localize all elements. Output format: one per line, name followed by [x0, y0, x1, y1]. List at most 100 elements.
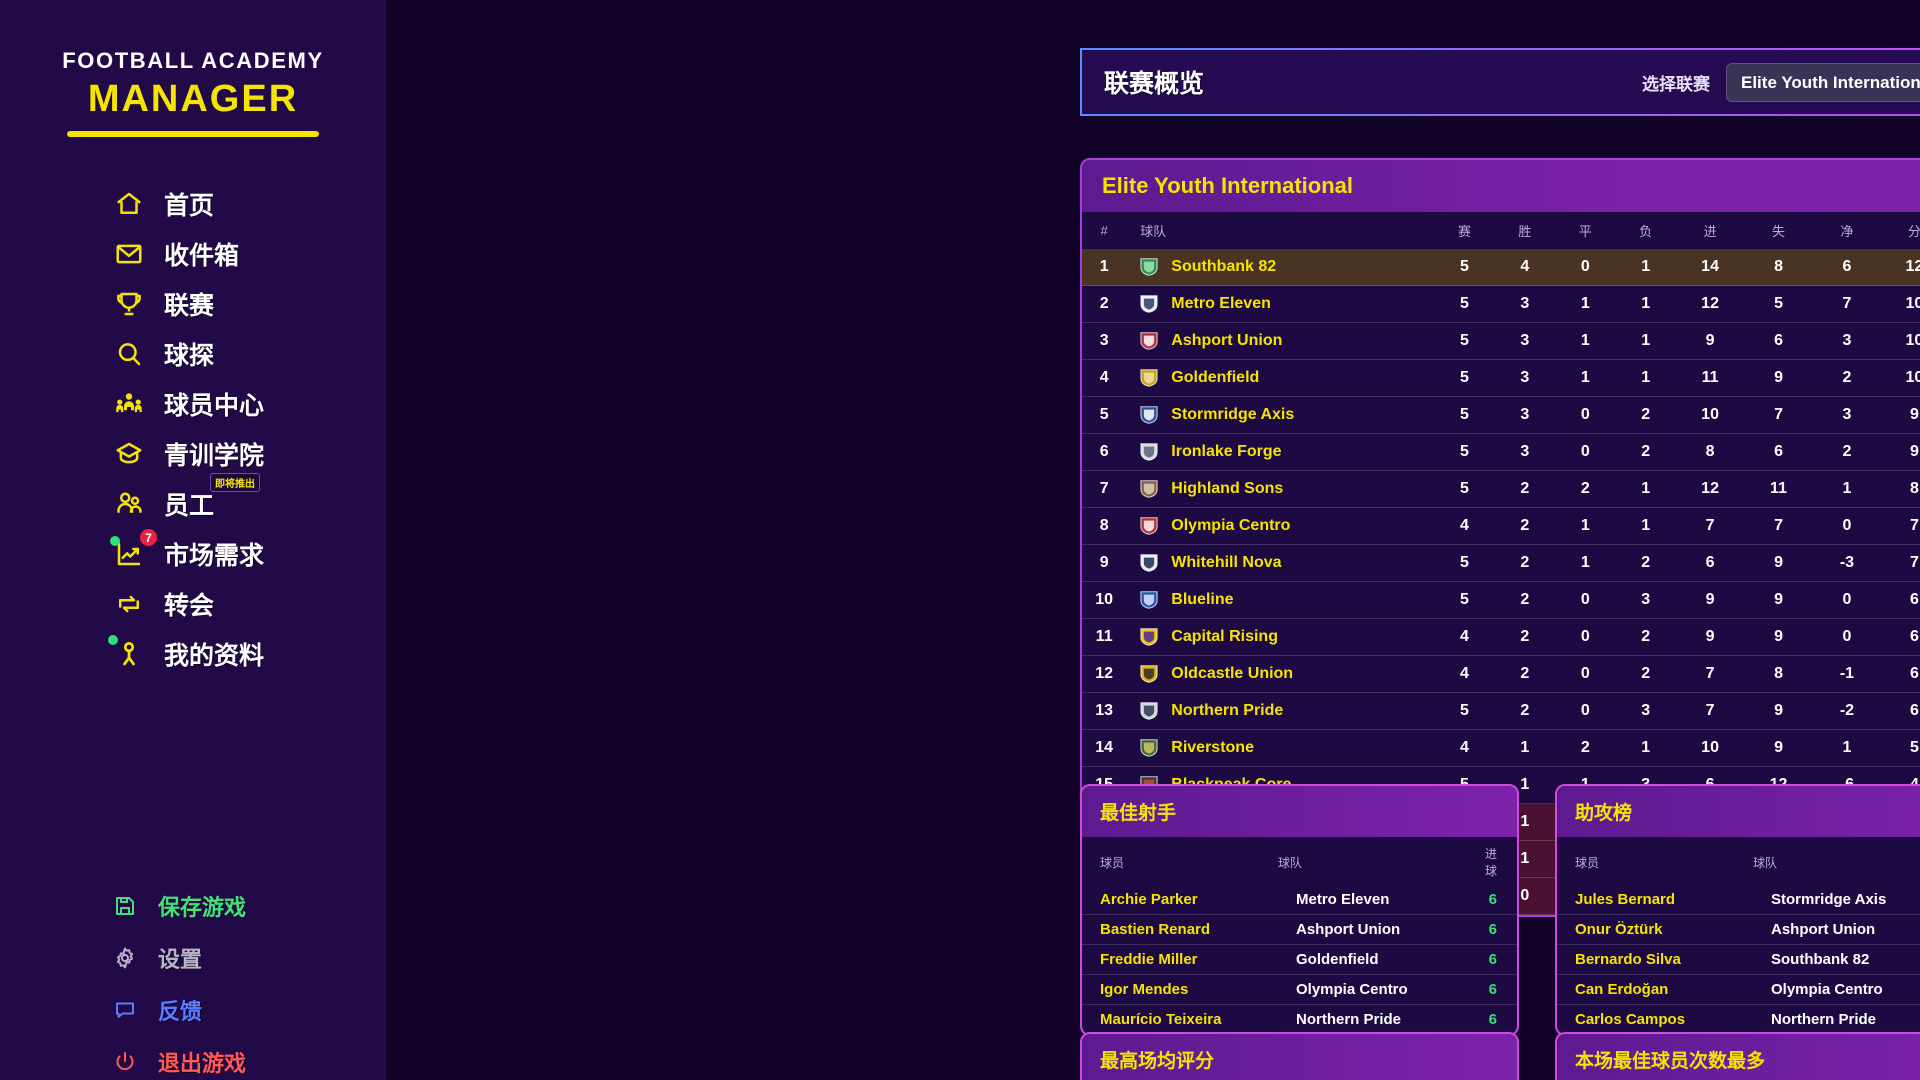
cell-team[interactable]: Ashport Union: [1126, 322, 1435, 360]
cell-team[interactable]: Ironlake Forge: [1126, 433, 1435, 471]
league-select[interactable]: Elite Youth International: [1726, 62, 1920, 102]
cell-drawn: 0: [1555, 249, 1616, 286]
col-gd: 净: [1812, 212, 1882, 249]
table-row[interactable]: 9 Whitehill Nova 5 2 1 2 6 9 -3 7: [1082, 544, 1920, 582]
cell-goal-diff: 1: [1812, 470, 1882, 508]
table-row[interactable]: Maurício Teixeira Northern Pride 6: [1082, 1004, 1517, 1034]
cell-team[interactable]: Northern Pride: [1126, 692, 1435, 730]
cell-team[interactable]: Stormridge Axis: [1126, 396, 1435, 434]
feedback-button[interactable]: 反馈: [0, 984, 386, 1036]
table-row[interactable]: 10 Blueline 5 2 0 3 9 9 0 6: [1082, 581, 1920, 619]
col-ga: 失: [1744, 212, 1813, 249]
col-player: 球员: [1575, 855, 1600, 870]
table-row[interactable]: 13 Northern Pride 5 2 0 3 7 9 -2 6: [1082, 692, 1920, 730]
cell-drawn: 0: [1555, 581, 1616, 619]
col-rank: #: [1082, 212, 1127, 249]
cell-rank: 4: [1082, 359, 1127, 397]
standings-header-row: # 球队 赛 胜 平 负 进 失 净 分: [1082, 212, 1920, 249]
league-overview-header: 联赛概览 选择联赛 Elite Youth International ▾: [1080, 48, 1920, 116]
cell-won: 2: [1494, 470, 1556, 508]
sidebar-item-youth-academy[interactable]: 青训学院: [0, 429, 386, 479]
cell-rank: 11: [1082, 618, 1127, 656]
most-motm-header: 本场最佳球员次数最多: [1557, 1034, 1920, 1080]
sidebar-item-player-hub[interactable]: 球员中心: [0, 379, 386, 429]
sidebar-item-league[interactable]: 联赛: [0, 279, 386, 329]
table-row[interactable]: 14 Riverstone 4 1 2 1 10 9 1 5: [1082, 729, 1920, 767]
table-row[interactable]: 5 Stormridge Axis 5 3 0 2 10 7 3 9: [1082, 396, 1920, 434]
cell-points: 7: [1881, 507, 1920, 545]
col-drawn: 平: [1555, 212, 1616, 249]
quit-game-button[interactable]: 退出游戏: [0, 1036, 386, 1080]
cell-lost: 3: [1615, 581, 1676, 619]
table-row[interactable]: 7 Highland Sons 5 2 2 1 12 11 1 8: [1082, 470, 1920, 508]
notification-count-badge: 7: [138, 527, 159, 548]
cell-team[interactable]: Highland Sons: [1126, 470, 1435, 508]
sidebar-item-home[interactable]: 首页: [0, 179, 386, 229]
cell-team[interactable]: Oldcastle Union: [1126, 655, 1435, 693]
cell-won: 3: [1494, 433, 1556, 471]
transfer-icon: [112, 587, 146, 621]
table-row[interactable]: 4Goldenfield5311119210: [1082, 359, 1920, 397]
sidebar-item-label: 青训学院: [164, 442, 265, 470]
col-gf: 进: [1675, 212, 1745, 249]
save-game-button[interactable]: 保存游戏: [0, 880, 386, 932]
table-row[interactable]: 6 Ironlake Forge 5 3 0 2 8 6 2 9: [1082, 433, 1920, 471]
cell-points: 10: [1881, 322, 1920, 360]
table-row[interactable]: 8 Olympia Centro 4 2 1 1 7 7 0 7: [1082, 507, 1920, 545]
table-row[interactable]: Freddie Miller Goldenfield 6: [1082, 944, 1517, 975]
table-row[interactable]: 11 Capital Rising 4 2 0 2 9 9 0 6: [1082, 618, 1920, 656]
cell-player-name: Jules Bernard: [1575, 891, 1676, 908]
cell-goal-diff: 3: [1812, 322, 1882, 360]
cell-team[interactable]: Metro Eleven: [1126, 285, 1435, 323]
team-crest-icon: [1138, 626, 1160, 648]
cell-team[interactable]: Riverstone: [1126, 729, 1435, 767]
sidebar-item-market-demand[interactable]: 7 市场需求: [0, 527, 386, 579]
sidebar-item-staff[interactable]: 员工 即将推出: [0, 473, 386, 529]
cell-drawn: 2: [1555, 729, 1616, 767]
cell-team[interactable]: Southbank 82: [1126, 249, 1435, 286]
sidebar-item-transfers[interactable]: 转会: [0, 579, 386, 629]
team-name: Blueline: [1171, 591, 1234, 608]
best-average-rating-header: 最高场均评分: [1082, 1034, 1517, 1080]
col-goals: 进球: [1484, 847, 1497, 878]
team-name: Metro Eleven: [1171, 295, 1271, 312]
cell-player-name: Archie Parker: [1100, 891, 1198, 908]
sidebar-item-my-profile[interactable]: 我的资料: [0, 629, 386, 679]
table-row[interactable]: Igor Mendes Olympia Centro 6: [1082, 974, 1517, 1005]
table-row[interactable]: Archie Parker Metro Eleven 6: [1082, 885, 1517, 915]
cell-team[interactable]: Goldenfield: [1126, 359, 1435, 397]
cell-goals-for: 10: [1675, 396, 1745, 434]
cell-team[interactable]: Olympia Centro: [1126, 507, 1435, 545]
cell-team[interactable]: Capital Rising: [1126, 618, 1435, 656]
cell-goals-against: 11: [1744, 470, 1813, 508]
team-name: Riverstone: [1171, 739, 1254, 756]
sidebar-item-scout[interactable]: 球探: [0, 329, 386, 379]
cell-team[interactable]: Blueline: [1126, 581, 1435, 619]
cell-goals-for: 9: [1675, 618, 1745, 656]
cell-goal-diff: -3: [1812, 544, 1882, 582]
sidebar: FOOTBALL ACADEMY MANAGER 首页 收件箱: [0, 0, 386, 1080]
top-scorers-table: 球员 球队 进球 Archie Parker Metro Eleven 6 Basti…: [1082, 837, 1517, 1034]
cell-points: 10: [1881, 285, 1920, 323]
cell-goal-diff: 3: [1812, 396, 1882, 434]
team-name: Olympia Centro: [1171, 517, 1291, 534]
sidebar-item-inbox[interactable]: 收件箱: [0, 229, 386, 279]
cell-lost: 1: [1615, 470, 1676, 508]
cell-team-name: Goldenfield: [1278, 944, 1458, 975]
cell-team[interactable]: Whitehill Nova: [1126, 544, 1435, 582]
table-row[interactable]: 12 Oldcastle Union 4 2 0 2 7 8 -1 6: [1082, 655, 1920, 693]
settings-button[interactable]: 设置: [0, 932, 386, 984]
top-scorers-card: 最佳射手 球员 球队 进球 Archie Parker Metro Eleven 6…: [1080, 784, 1519, 1036]
table-row[interactable]: Bastien Renard Ashport Union 6: [1082, 914, 1517, 945]
col-team: 球队: [1753, 855, 1778, 870]
